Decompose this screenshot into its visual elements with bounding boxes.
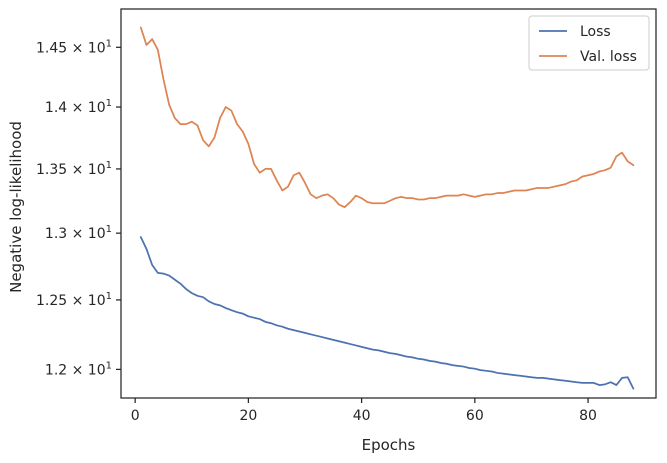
y-axis-label: Negative log-likelihood xyxy=(7,121,25,293)
x-tick-label: 80 xyxy=(579,408,597,424)
x-axis-label: Epochs xyxy=(362,436,416,454)
legend: Loss Val. loss xyxy=(528,15,650,71)
y-tick-label: 1.35 × 101 xyxy=(36,160,112,178)
legend-label-loss: Loss xyxy=(580,24,611,40)
series-line-loss xyxy=(139,236,635,390)
ticks: 0 20 40 60 80 1.2 × 101 1.25 × 101 1.3 × 101 1.3… xyxy=(36,38,597,424)
y-tick-label: 1.2 × 101 xyxy=(45,360,112,378)
x-tick-label: 0 xyxy=(131,408,140,424)
legend-label-val-loss: Val. loss xyxy=(580,49,637,65)
axes-frame xyxy=(120,8,657,399)
series-line-val-loss xyxy=(139,26,635,209)
y-tick-label: 1.3 × 101 xyxy=(45,224,112,242)
y-tick-label: 1.4 × 101 xyxy=(45,98,112,116)
x-tick-label: 60 xyxy=(466,408,484,424)
plot-area xyxy=(139,26,635,390)
x-tick-label: 20 xyxy=(239,408,257,424)
y-tick-label: 1.45 × 101 xyxy=(36,38,112,56)
y-tick-label: 1.25 × 101 xyxy=(36,291,112,309)
x-tick-label: 40 xyxy=(353,408,371,424)
